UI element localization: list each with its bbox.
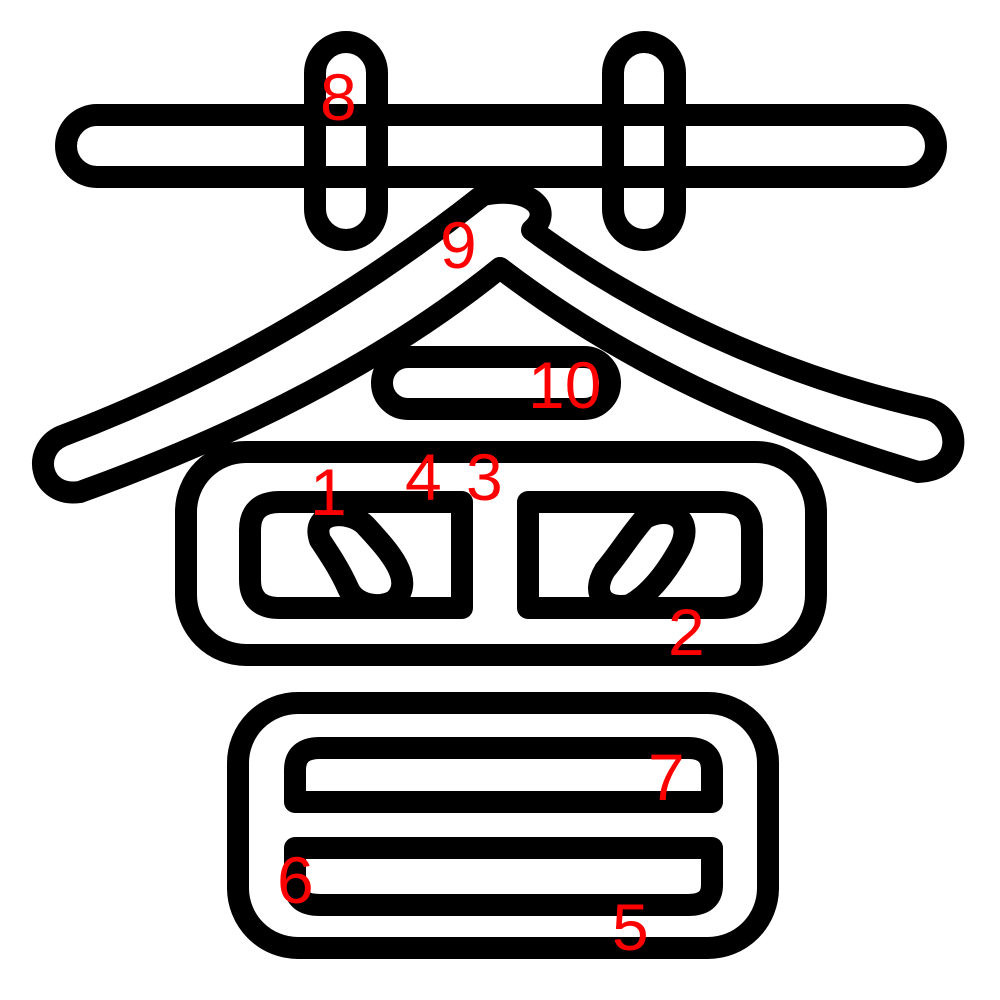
- stroke-label-9: 9: [440, 208, 477, 282]
- inner-horizontal-stroke: [371, 346, 621, 420]
- bottom-upper-bar: [284, 737, 723, 813]
- roof-stroke: [32, 181, 965, 504]
- stroke-label-3: 3: [466, 440, 503, 514]
- stroke-label-7: 7: [648, 740, 685, 814]
- bottom-lower-bar: [284, 837, 723, 916]
- stroke-label-6: 6: [277, 843, 314, 917]
- right-dot-stroke: [588, 502, 696, 617]
- bottom-frame: [227, 692, 779, 959]
- stroke-label-5: 5: [612, 890, 649, 964]
- top-horizontal-stroke: [55, 104, 947, 188]
- middle-frame: [175, 441, 827, 666]
- middle-left-cell: [239, 491, 473, 619]
- middle-right-cell: [517, 491, 763, 619]
- stroke-label-2: 2: [668, 595, 705, 669]
- right-vertical-stroke: [602, 31, 686, 251]
- stroke-label-10: 10: [528, 348, 601, 422]
- left-dot-stroke: [307, 504, 414, 617]
- stroke-label-4: 4: [405, 440, 442, 514]
- stroke-label-1: 1: [310, 455, 347, 529]
- left-vertical-stroke: [304, 31, 388, 251]
- stroke-label-8: 8: [320, 60, 357, 134]
